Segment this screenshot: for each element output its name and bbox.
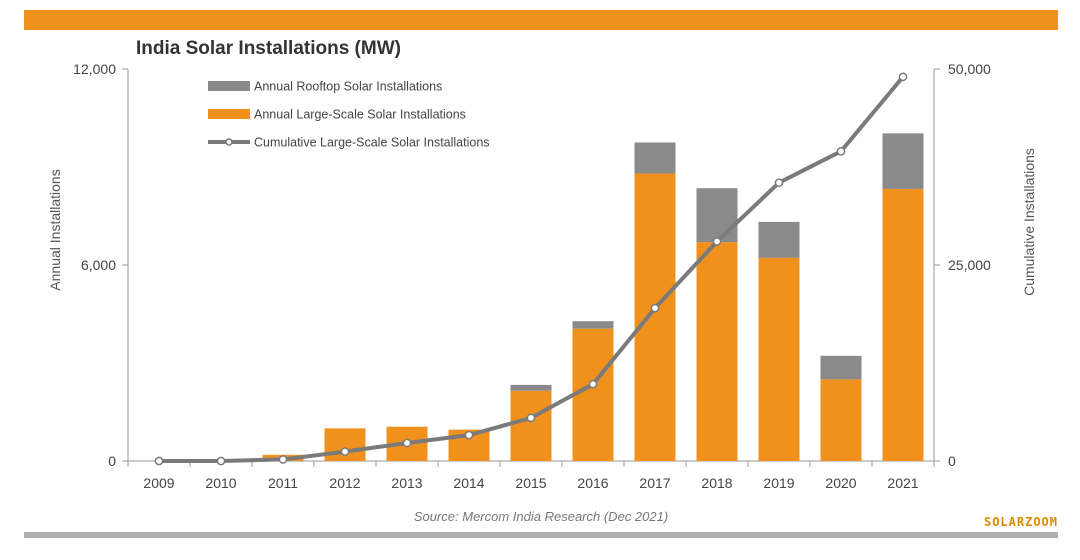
chart-title: India Solar Installations (MW) — [136, 38, 401, 59]
legend-swatch-large-scale — [208, 109, 250, 119]
cumulative-point — [154, 456, 164, 466]
source-note: Source: Mercom India Research (Dec 2021) — [414, 509, 668, 524]
watermark-logo: SOLARZOOM — [983, 515, 1058, 529]
y-tick-label-right: 50,000 — [948, 61, 991, 77]
x-tick-label: 2012 — [329, 475, 360, 491]
y-axis-title-left: Annual Installations — [47, 169, 63, 290]
x-tick-label: 2017 — [639, 475, 670, 491]
bar-large-scale — [882, 188, 924, 462]
bar-rooftop — [572, 321, 614, 329]
x-tick-label: 2020 — [825, 475, 856, 491]
bar-rooftop — [882, 133, 924, 189]
bar-large-scale — [572, 328, 614, 461]
x-tick-label: 2015 — [515, 475, 546, 491]
x-tick-label: 2021 — [887, 475, 918, 491]
bar-group — [262, 133, 924, 462]
x-tick-label: 2009 — [143, 475, 174, 491]
cumulative-point — [836, 146, 846, 156]
bar-large-scale — [510, 390, 552, 461]
bar-large-scale — [324, 428, 366, 461]
cumulative-point — [650, 303, 660, 313]
cumulative-point — [588, 379, 598, 389]
x-tick-label: 2013 — [391, 475, 422, 491]
y-tick-label-right: 25,000 — [948, 257, 991, 273]
cumulative-point — [216, 456, 226, 466]
bar-large-scale — [820, 379, 862, 461]
y-tick-label-left: 0 — [108, 453, 116, 469]
legend-swatch-rooftop — [208, 81, 250, 91]
cumulative-point — [278, 455, 288, 464]
legend-swatch-marker — [225, 138, 233, 146]
cumulative-line-group — [154, 72, 908, 466]
bar-large-scale — [758, 257, 800, 461]
x-tick-label: 2011 — [268, 475, 298, 491]
cumulative-point — [340, 447, 350, 456]
x-tick-label: 2018 — [701, 475, 732, 491]
bar-rooftop — [696, 188, 738, 243]
axes: 0 6,000 12,000 0 25,000 50,000 2009 2010 2011 201… — [73, 61, 991, 491]
bar-large-scale — [696, 242, 738, 461]
cumulative-point — [526, 413, 536, 423]
x-tick-label: 2016 — [577, 475, 608, 491]
legend-label: Cumulative Large-Scale Solar Installatio… — [254, 136, 490, 150]
legend-label: Annual Rooftop Solar Installations — [254, 80, 442, 94]
x-tick-label: 2019 — [763, 475, 794, 491]
cumulative-point — [402, 438, 412, 448]
top-accent-band — [24, 10, 1058, 30]
bar-rooftop — [510, 384, 552, 391]
cumulative-point — [712, 237, 722, 246]
cumulative-point — [464, 430, 474, 440]
bottom-divider-band — [24, 532, 1058, 538]
x-tick-label: 2010 — [205, 475, 236, 491]
cumulative-point — [898, 72, 908, 82]
y-tick-label-left: 12,000 — [73, 61, 116, 77]
cumulative-point — [774, 178, 784, 188]
bar-rooftop — [820, 355, 862, 380]
legend-label: Annual Large-Scale Solar Installations — [254, 108, 466, 122]
y-tick-label-left: 6,000 — [81, 257, 116, 273]
y-tick-label-right: 0 — [948, 453, 956, 469]
bar-large-scale — [634, 173, 676, 462]
bar-rooftop — [634, 142, 676, 174]
x-tick-label: 2014 — [453, 475, 484, 491]
legend: Annual Rooftop Solar Installations Annual… — [208, 80, 490, 150]
y-axis-title-right: Cumulative Installations — [1021, 148, 1037, 296]
bar-rooftop — [758, 221, 800, 258]
